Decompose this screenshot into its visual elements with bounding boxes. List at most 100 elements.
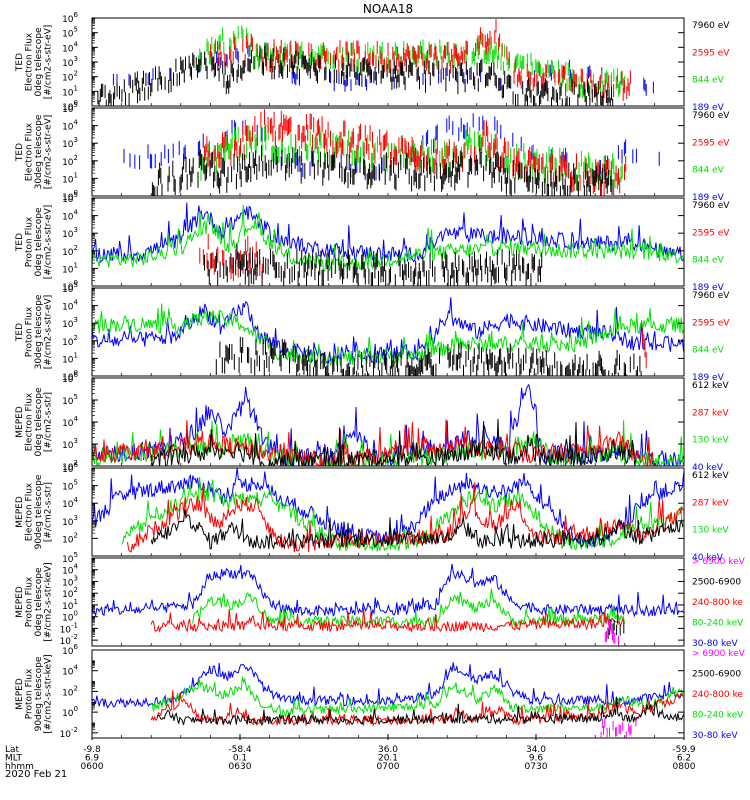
x-tick-label: 9.6 [529, 754, 544, 764]
series-240-800-ke-line [150, 607, 625, 634]
series-2595-ev-line [199, 233, 263, 281]
chart-title: NOAA18 [363, 2, 413, 16]
series-7960-ev-line [204, 243, 543, 286]
y-axis-label-line: Electron Flux [24, 482, 34, 541]
legend-entry: 287 keV [692, 498, 729, 508]
y-axis-label-line: 30deg telescope [34, 294, 44, 369]
legend-entry: 2595 eV [692, 228, 730, 238]
y-tick-label: 103 [62, 514, 78, 528]
y-axis-label-line: MEPED [15, 406, 25, 438]
y-tick-label: 101 [62, 261, 78, 275]
legend-entry: 612 keV [692, 471, 729, 481]
y-tick-label: 106 [62, 11, 78, 25]
legend-entry: 7960 eV [692, 111, 730, 121]
series-2595-ev-line [642, 328, 647, 369]
y-axis-label-line: MEPED [15, 496, 25, 528]
legend-entry: 130 keV [692, 526, 729, 536]
panel-frame [91, 557, 685, 647]
legend-entry: > 6900 keV [692, 557, 746, 567]
legend-entry: 2500-6900 [692, 670, 741, 680]
x-tick-label: 6.2 [677, 754, 691, 764]
x-tick-label: 0630 [229, 762, 252, 772]
series-7960-ev-line [151, 145, 613, 196]
legend-entry: 2595 eV [692, 138, 730, 148]
y-axis-label-line: TED [15, 323, 25, 342]
legend-entry: 40 keV [692, 553, 724, 563]
y-axis-label-line: TED [15, 53, 25, 72]
x-row-label: Lat [5, 745, 20, 755]
series-189-ev-line [92, 297, 684, 365]
y-axis-label-line: TED [15, 143, 25, 162]
x-tick-label: 0600 [81, 762, 104, 772]
y-tick-label: 103 [62, 136, 78, 150]
legend-entry: 2595 eV [692, 48, 730, 58]
y-tick-label: 104 [62, 664, 78, 678]
series-40-kev-line [92, 468, 684, 550]
series--6900-kev-line [600, 717, 637, 738]
y-axis-label-line: 90deg telescope [34, 656, 44, 731]
legend-entry: 7960 eV [692, 21, 730, 31]
y-axis-label-line: TED [15, 233, 25, 252]
y-tick-label: 101 [62, 84, 78, 98]
y-axis-label-line: 0deg telescope [34, 207, 44, 277]
y-axis-label-line: 0deg telescope [34, 387, 44, 457]
series-7960-ev-line [97, 45, 614, 106]
legend-entry: 189 eV [692, 103, 725, 113]
y-axis-label-line: Proton Flux [24, 216, 34, 267]
x-tick-label: 6.9 [85, 754, 100, 764]
legend-entry: 80-240 keV [692, 711, 744, 721]
legend-entry: 240-800 ke [692, 690, 743, 700]
y-axis-label-line: [#/cm2-s-str-eV] [43, 25, 53, 100]
x-row-label: hhmm [5, 762, 34, 772]
y-axis-label-line: MEPED [15, 586, 25, 618]
legend-entry: 844 eV [692, 346, 725, 356]
legend-entry: 2595 eV [692, 318, 730, 328]
x-tick-label: 0700 [377, 762, 400, 772]
legend-entry: 130 keV [692, 436, 729, 446]
y-tick-label: 101 [62, 351, 78, 365]
x-tick-label: 0730 [525, 762, 548, 772]
x-tick-label: 34.0 [526, 745, 546, 755]
series-30-80-kev-line [92, 662, 684, 709]
y-tick-label: 102 [62, 244, 78, 258]
series-189-ev-line [92, 202, 684, 264]
y-axis-label-line: 0deg telescope [34, 567, 44, 637]
y-tick-label: 10-2 [60, 726, 78, 740]
y-tick-label: 104 [62, 496, 78, 510]
legend-entry: 189 eV [692, 373, 725, 383]
legend-entry: 30-80 keV [692, 731, 738, 741]
x-tick-label: -59.9 [672, 745, 696, 755]
series-844-ev-line [92, 204, 684, 272]
series-2500-6900-line [156, 697, 684, 726]
y-axis-label-line: [#/cm2-s-str] [43, 392, 53, 452]
y-axis-label-line: Proton Flux [24, 576, 34, 627]
y-axis-label-line: 0deg telescope [34, 27, 44, 97]
x-tick-label: 20.1 [378, 754, 398, 764]
y-axis-label-line: [#/cm2-s-str-eV] [43, 205, 53, 280]
x-tick-label: -58.4 [228, 745, 252, 755]
y-axis-label-line: [#/cm2-s-str-eV] [43, 115, 53, 190]
legend-entry: 2500-6900 [692, 578, 741, 588]
legend-entry: 844 eV [692, 76, 725, 86]
y-tick-label: 103 [62, 437, 78, 451]
y-axis-label-line: MEPED [15, 678, 25, 710]
y-tick-label: 105 [62, 26, 78, 40]
y-axis-label-line: [#/cm2-s-str] [43, 482, 53, 542]
legend-entry: 612 keV [692, 381, 729, 391]
legend-entry: 7960 eV [692, 201, 730, 211]
y-tick-label: 100 [62, 705, 78, 719]
y-axis-label-line: [#/cm2-s-str-eV] [43, 295, 53, 370]
y-axis-label-line: [#/cm2-s-str-keV] [43, 654, 53, 733]
y-tick-label: 104 [62, 415, 78, 429]
y-tick-label: 103 [62, 316, 78, 330]
y-axis-label-line: 30deg telescope [34, 114, 44, 189]
x-tick-label: 0800 [673, 762, 696, 772]
y-tick-label: 104 [62, 299, 78, 313]
